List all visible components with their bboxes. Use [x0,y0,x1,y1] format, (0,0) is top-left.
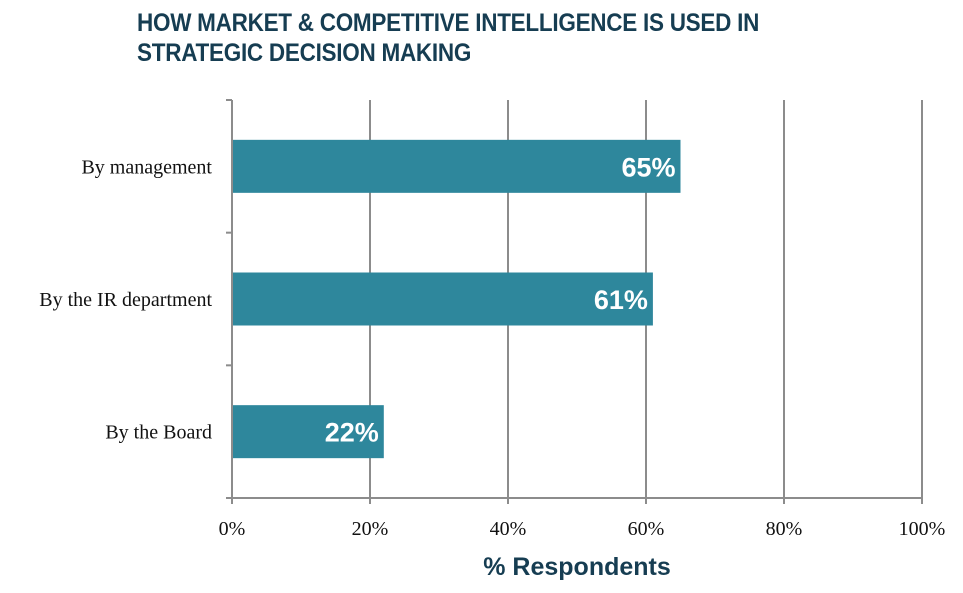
x-tick-label-100: 100% [899,518,946,540]
chart-title: HOW MARKET & COMPETITIVE INTELLIGENCE IS… [137,8,857,68]
bars [233,139,681,459]
chart-title-line-1: HOW MARKET & COMPETITIVE INTELLIGENCE IS… [137,9,760,37]
axes [226,99,923,504]
x-tick-label-0: 0% [219,518,246,540]
bar-3 [233,405,384,459]
data-label-1: 65% [621,152,675,182]
category-label-2: By the IR department [39,289,212,311]
chart-title-line-2: STRATEGIC DECISION MAKING [137,39,472,67]
category-label-1: By management [81,156,212,178]
labels: 0% 20% 40% 60% 80% 100% 65% By management 61% By … [39,152,945,540]
x-tick-label-80: 80% [766,518,803,540]
data-label-3: 22% [325,418,379,448]
data-label-2: 61% [594,285,648,315]
x-tick-label-40: 40% [490,518,527,540]
x-axis-title: % Respondents [483,553,671,581]
bar-2 [233,272,653,326]
x-tick-label-60: 60% [628,518,665,540]
x-tick-label-20: 20% [352,518,389,540]
category-label-3: By the Board [105,422,212,444]
bar-1 [233,139,681,193]
